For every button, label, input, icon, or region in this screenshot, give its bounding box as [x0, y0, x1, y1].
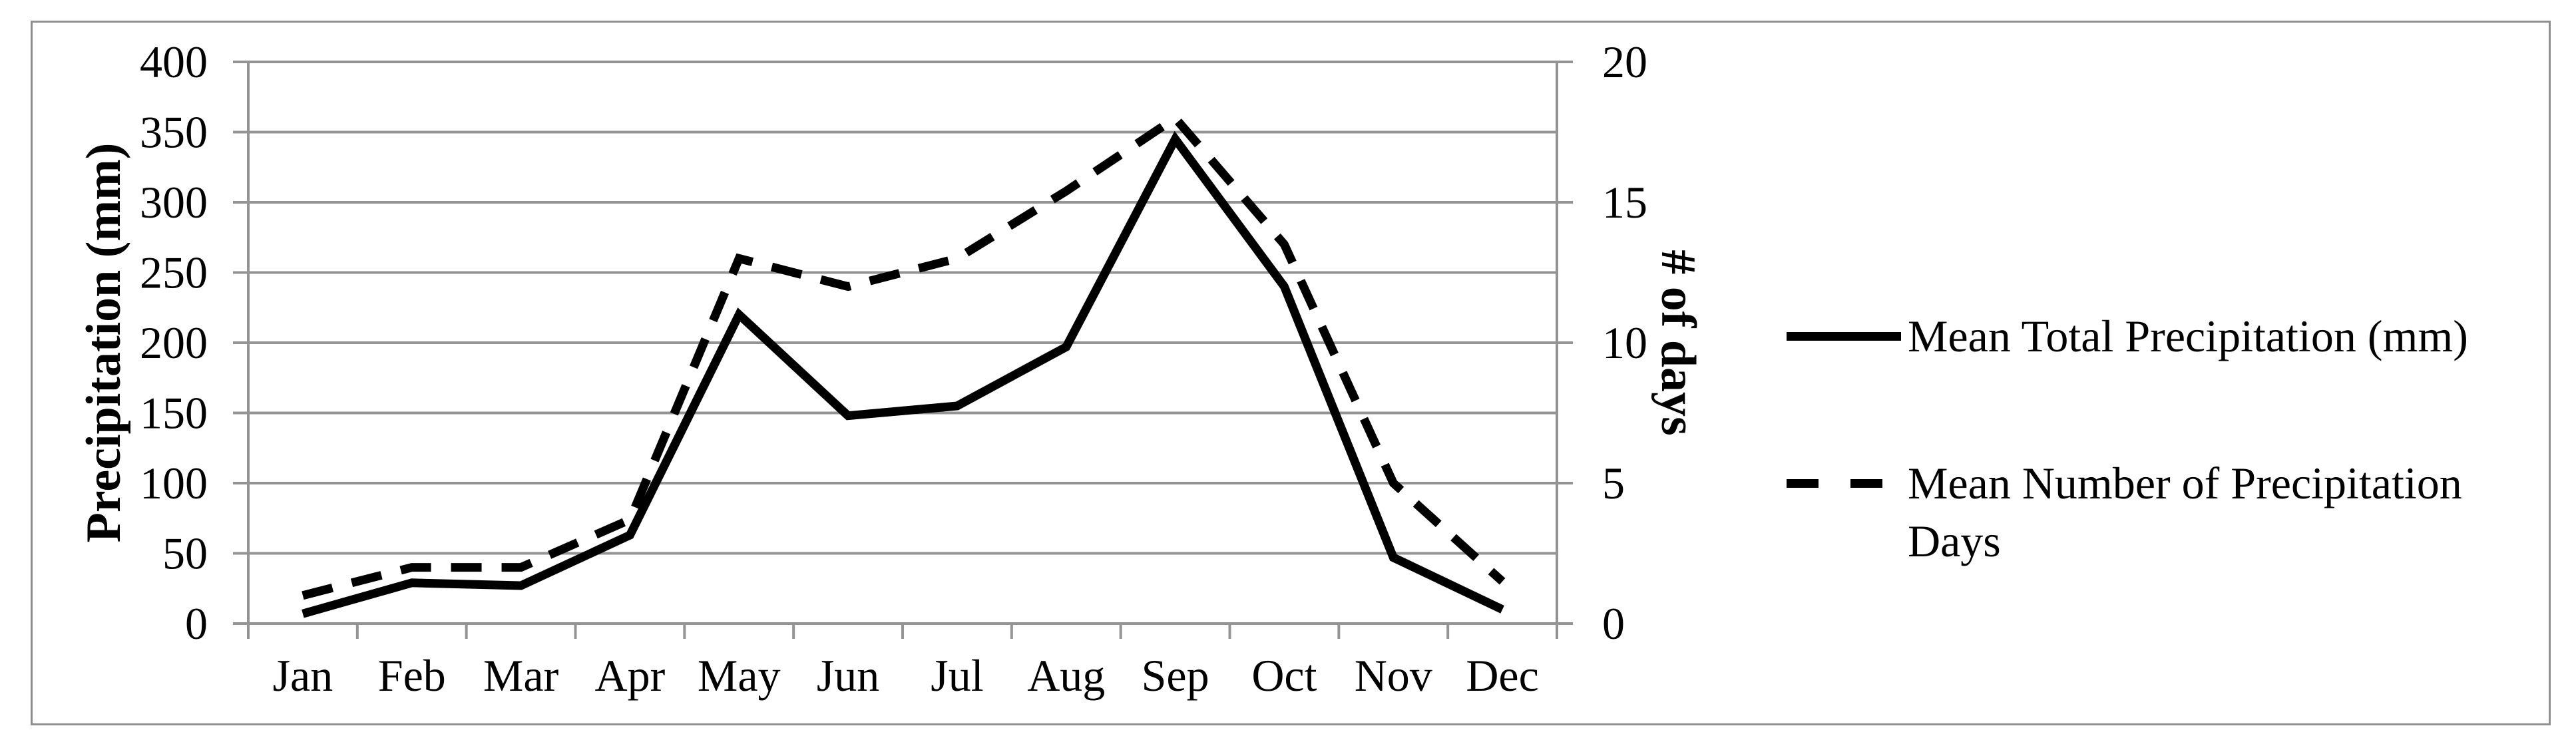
left-tick-label: 150 — [140, 388, 208, 439]
left-tick-label: 350 — [140, 107, 208, 158]
x-tick-label: Feb — [378, 650, 446, 701]
chart-outer-frame — [31, 21, 2551, 725]
x-tick-label: Mar — [483, 650, 559, 701]
left-tick-label: 0 — [185, 598, 208, 649]
left-axis-title: Precipitation (mm) — [77, 143, 131, 543]
right-tick-label: 20 — [1602, 37, 1647, 87]
left-tick-label: 300 — [140, 177, 208, 228]
x-tick-label: Dec — [1466, 650, 1538, 701]
gridlines-group — [248, 61, 1557, 625]
legend-entry-precipitation-days: Mean Number of Precipitation Days — [1787, 455, 2525, 570]
x-tick-label: Oct — [1251, 650, 1317, 701]
x-tick-label: Jul — [931, 650, 983, 701]
right-tick-label: 10 — [1602, 317, 1647, 368]
right-tick-label: 0 — [1602, 598, 1625, 649]
legend-label-precipitation-days: Mean Number of Precipitation Days — [1908, 458, 2462, 566]
series-group — [302, 112, 1506, 618]
solid-line-swatch-icon — [1787, 332, 1901, 341]
right-axis-title: # of days — [1651, 250, 1705, 436]
x-tick-label: Nov — [1355, 650, 1432, 701]
total-precipitation-line — [302, 130, 1504, 618]
x-tick-label: Sep — [1142, 650, 1209, 701]
axes-group — [233, 61, 1573, 639]
tick-labels-group: 0 50 100 150 200 250 300 350 400 0 5 10 15 20 Jan Feb Ma… — [140, 37, 1647, 701]
left-tick-label: 400 — [140, 37, 208, 87]
right-tick-label: 15 — [1602, 177, 1647, 228]
legend-label-total-precipitation: Mean Total Precipitation (mm) — [1908, 311, 2468, 361]
left-tick-label: 250 — [140, 248, 208, 298]
left-tick-label: 50 — [162, 528, 208, 579]
x-tick-label: Apr — [595, 650, 666, 701]
x-tick-label: Jun — [817, 650, 879, 701]
x-tick-label: Aug — [1027, 650, 1105, 701]
precipitation-days-line — [302, 112, 1506, 600]
x-tick-label: May — [698, 650, 781, 701]
left-tick-label: 200 — [140, 317, 208, 368]
x-tick-label: Jan — [273, 650, 333, 701]
right-tick-label: 5 — [1602, 458, 1625, 508]
chart-legend: Mean Total Precipitation (mm) Mean Numbe… — [1787, 307, 2525, 570]
legend-entry-total-precipitation: Mean Total Precipitation (mm) — [1787, 307, 2525, 365]
left-tick-label: 100 — [140, 458, 208, 508]
dashed-line-swatch-icon — [1787, 479, 1901, 488]
